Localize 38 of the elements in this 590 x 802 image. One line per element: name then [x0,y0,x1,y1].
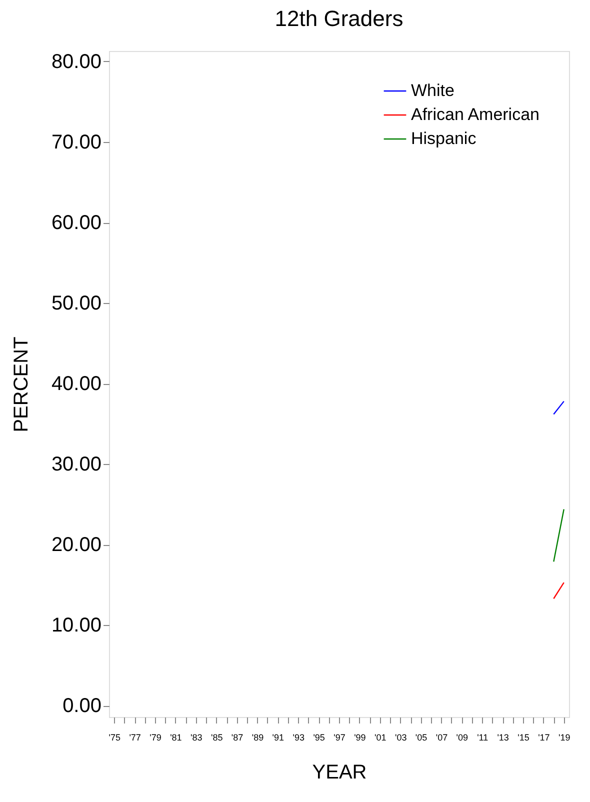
x-tick-label: '03 [394,732,407,742]
x-tick-label: '17 [538,732,550,742]
y-tick-label: 60.00 [51,212,102,234]
x-tick-label: '05 [415,732,428,742]
x-tick-label: '87 [231,732,244,742]
legend-label: White [411,81,454,100]
x-tick-label: '13 [497,732,509,742]
y-tick-label: 0.00 [62,695,102,718]
legend-label: Hispanic [411,129,477,148]
x-tick-label: '07 [436,732,448,742]
x-tick-label: '89 [252,732,264,742]
y-tick-label: 70.00 [51,132,102,154]
x-tick-label: '79 [150,732,162,742]
x-tick-label: '19 [558,732,570,742]
x-tick-label: '95 [313,732,325,742]
x-tick-label: '91 [272,732,284,742]
x-tick-label: '97 [334,732,346,742]
y-tick-label: 10.00 [51,614,102,637]
x-tick-label: '81 [170,732,182,742]
x-tick-label: '01 [374,732,386,742]
y-tick-label: 40.00 [51,373,102,396]
y-tick-label: 80.00 [51,50,102,73]
x-tick-label: '09 [456,732,468,742]
x-tick-label: '85 [210,732,223,742]
x-tick-label: '93 [292,732,304,742]
x-tick-label: '77 [129,732,141,742]
x-axis-title: YEAR [312,762,367,784]
chart-title: 12th Graders [274,6,404,31]
y-tick-label: 50.00 [51,292,102,315]
x-tick-label: '11 [477,732,488,742]
y-tick-label: 30.00 [51,454,102,476]
legend-label: African American [411,105,540,124]
x-tick-label: '15 [518,732,530,742]
x-tick-label: '75 [108,732,120,742]
x-tick-label: '83 [190,732,202,742]
x-tick-label: '99 [354,732,366,742]
y-tick-label: 20.00 [51,534,102,556]
y-axis-title: PERCENT [10,336,32,432]
